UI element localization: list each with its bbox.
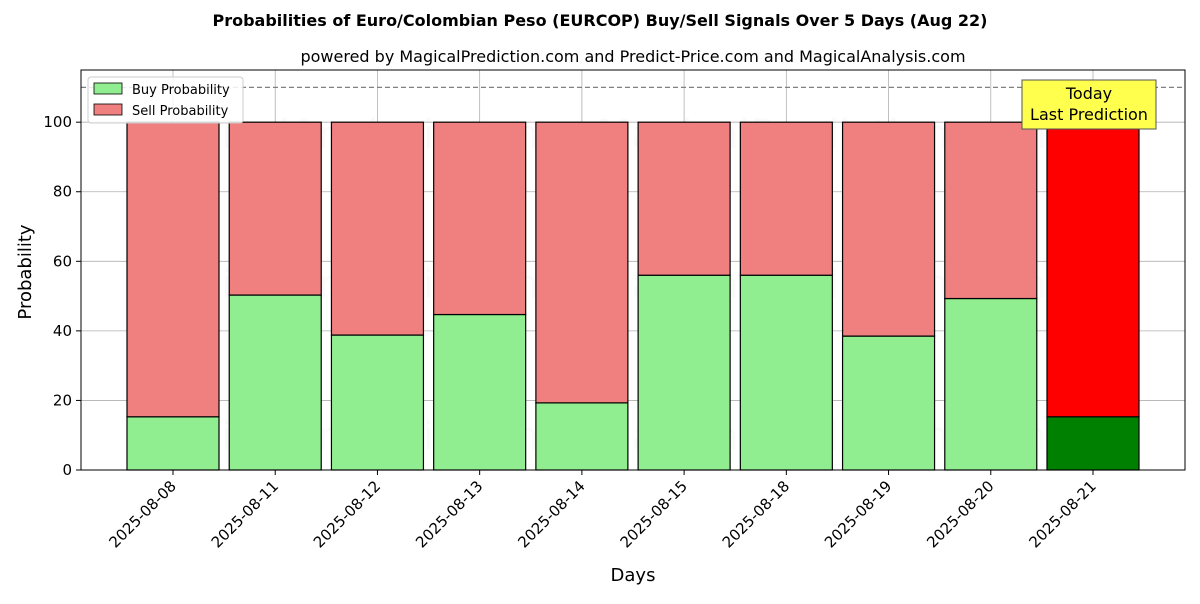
legend: Buy Probability Sell Probability — [87, 76, 244, 124]
y-tick-label: 100 — [43, 113, 72, 131]
x-tick-label: 2025-08-18 — [719, 477, 793, 551]
chart-title: Probabilities of Euro/Colombian Peso (EU… — [212, 11, 987, 30]
sell-bar — [1046, 121, 1140, 418]
legend-sell-swatch — [93, 103, 123, 116]
sell-bar — [126, 121, 220, 418]
x-tick-label: 2025-08-20 — [923, 477, 997, 551]
buy-bar — [637, 274, 731, 471]
x-tick-label: 2025-08-14 — [514, 477, 588, 551]
legend-box — [87, 76, 244, 124]
x-tick-label: 2025-08-15 — [617, 477, 691, 551]
buy-bar — [739, 274, 833, 471]
y-axis-label: Probability — [15, 224, 36, 319]
y-tick-label: 40 — [53, 322, 72, 340]
sell-bar — [841, 121, 936, 337]
sell-bar — [535, 121, 629, 404]
y-tick-label: 80 — [53, 183, 72, 201]
y-tick-label: 0 — [62, 461, 72, 479]
annotation-line2: Last Prediction — [1030, 105, 1148, 124]
sell-bar — [228, 121, 322, 296]
x-axis-label: Days — [611, 565, 656, 586]
chart-subtitle: powered by MagicalPrediction.com and Pre… — [300, 47, 965, 66]
x-tick-label: 2025-08-21 — [1025, 477, 1099, 551]
x-tick-label: 2025-08-12 — [310, 477, 384, 551]
annotation-box — [1021, 79, 1157, 130]
y-tick-label: 60 — [53, 252, 72, 270]
x-tick-label: 2025-08-08 — [105, 477, 179, 551]
buy-bar — [841, 335, 936, 471]
today-annotation: Today Last Prediction — [1021, 79, 1157, 130]
sell-bar — [637, 121, 731, 276]
buy-bar — [944, 297, 1038, 471]
legend-buy-label: Buy Probability — [132, 83, 230, 98]
plot-frame — [80, 69, 1186, 471]
sell-bar — [433, 121, 527, 316]
buy-bar — [330, 334, 425, 471]
x-tick-label: 2025-08-11 — [208, 477, 282, 551]
buy-bar — [1046, 416, 1140, 471]
sell-bar — [739, 121, 833, 276]
legend-buy-swatch — [93, 82, 123, 95]
buy-bar — [228, 294, 322, 471]
x-tick-label: 2025-08-13 — [412, 477, 486, 551]
buy-bar — [433, 313, 527, 471]
buy-bar — [126, 416, 220, 471]
buy-bar — [535, 402, 629, 471]
bars-layer — [126, 121, 1140, 471]
x-tick-label: 2025-08-19 — [821, 477, 895, 551]
y-tick-label: 20 — [53, 391, 72, 409]
legend-sell-label: Sell Probability — [132, 104, 229, 119]
annotation-line1: Today — [1065, 84, 1112, 103]
sell-bar — [944, 121, 1038, 300]
sell-bar — [330, 121, 425, 336]
